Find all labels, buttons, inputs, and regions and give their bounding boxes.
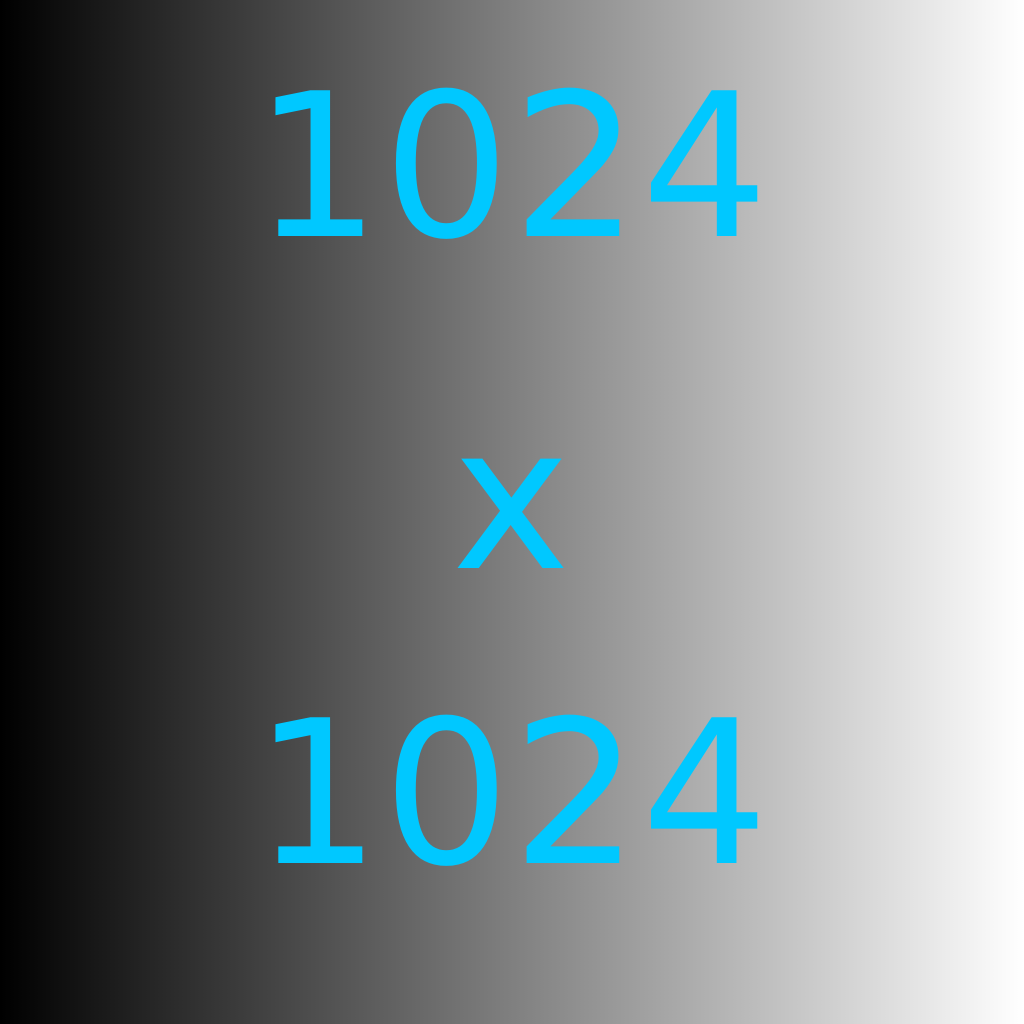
height-label: 1024 [253, 678, 771, 911]
width-label: 1024 [253, 51, 771, 284]
separator-x: x [451, 383, 573, 616]
